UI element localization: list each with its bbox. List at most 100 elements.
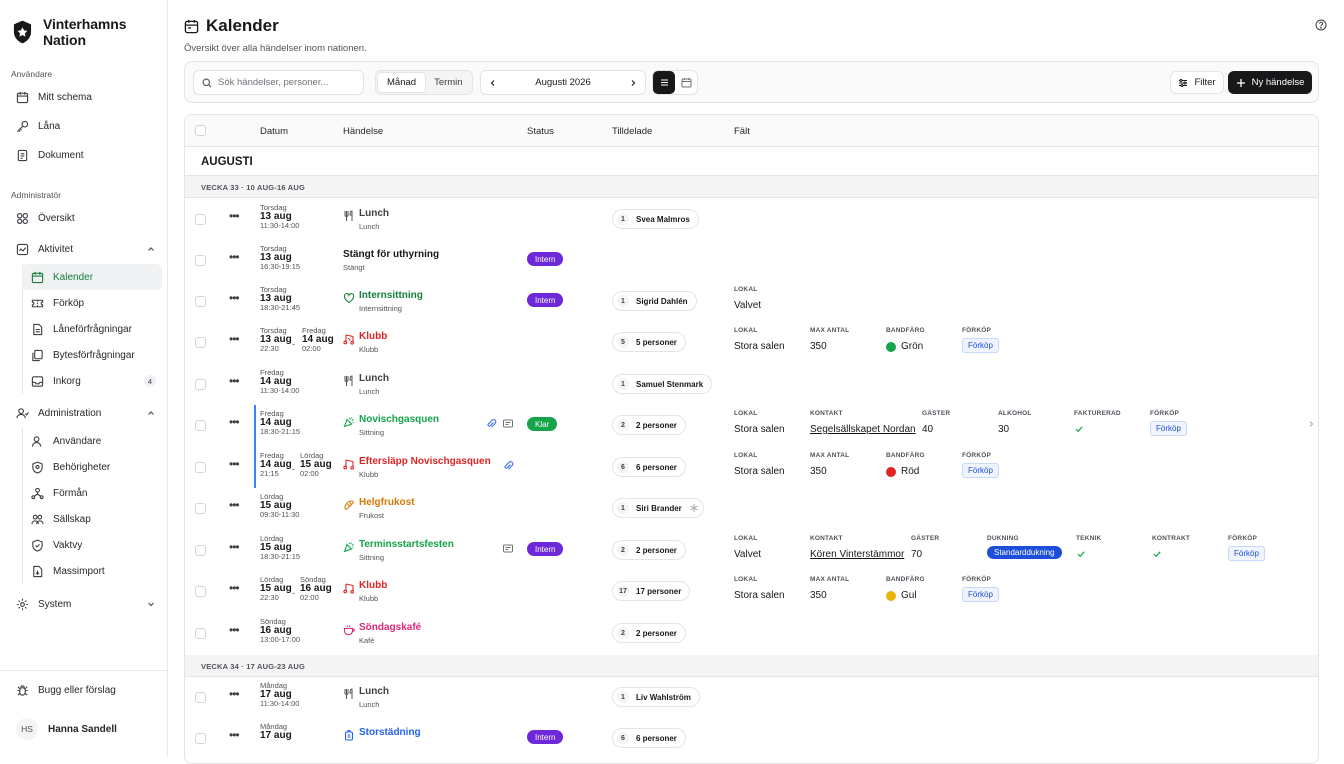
forkop-tag[interactable]: Förköp (962, 338, 999, 353)
event-cell[interactable]: Stängt för uthyrning Stängt (343, 249, 439, 272)
contact-link[interactable]: Segelsällskapet Nordan (810, 424, 916, 435)
row-checkbox[interactable] (195, 296, 206, 307)
row-menu-button[interactable]: ••• (229, 728, 240, 742)
filter-button[interactable]: Filter (1170, 71, 1224, 94)
chevron-left-icon[interactable] (489, 79, 497, 87)
col-datum[interactable]: Datum (260, 126, 288, 137)
forkop-tag[interactable]: Förköp (1150, 421, 1187, 436)
toggle-month[interactable]: Månad (378, 73, 426, 92)
row-checkbox[interactable] (195, 503, 206, 514)
row-checkbox[interactable] (195, 692, 206, 703)
search-box[interactable] (193, 70, 364, 95)
assignee-chip[interactable]: 17 17 personer (612, 581, 691, 601)
row-checkbox[interactable] (195, 545, 206, 556)
sidebar-item-laneforfragningar[interactable]: Låneförfrågningar (22, 316, 162, 342)
forkop-tag[interactable]: Förköp (962, 587, 999, 602)
table-row[interactable]: ••• Lördag 15 aug 18:30-21:15 Terminsstart… (185, 530, 1318, 571)
chevron-right-icon[interactable] (629, 79, 637, 87)
sidebar-item-behorigheter[interactable]: Behörigheter (22, 454, 162, 480)
table-row[interactable]: ••• Lördag 15 aug 22:30 - Söndag 16 aug 02:0… (185, 571, 1318, 612)
event-cell[interactable]: Internsittning Internsittning (343, 290, 423, 313)
table-row[interactable]: ••• Lördag 15 aug 09:30-11:30 Helgfrukost F… (185, 488, 1318, 529)
row-checkbox[interactable] (195, 733, 206, 744)
event-cell[interactable]: Lunch Lunch (343, 373, 389, 396)
assignee-chip[interactable]: 1 Samuel Stenmark (612, 374, 713, 394)
event-cell[interactable]: Klubb Klubb (343, 331, 387, 354)
event-cell[interactable]: Lunch Lunch (343, 208, 389, 231)
sidebar-item-lana[interactable]: Låna (10, 113, 162, 139)
row-menu-button[interactable]: ••• (229, 457, 240, 471)
contact-link[interactable]: Kören Vinterstämmor (810, 549, 905, 560)
help-icon[interactable] (1315, 19, 1327, 31)
col-status[interactable]: Status (527, 126, 554, 137)
row-menu-button[interactable]: ••• (229, 581, 240, 595)
table-row[interactable]: ••• Torsdag 13 aug 18:30-21:45 Internsittn… (185, 281, 1318, 322)
forkop-tag[interactable]: Förköp (962, 463, 999, 478)
assignee-chip[interactable]: 1 Liv Wahlström (612, 687, 700, 707)
chevron-up-icon[interactable] (146, 408, 156, 418)
sidebar-item-vaktvy[interactable]: Vaktvy (22, 532, 162, 558)
col-falt[interactable]: Fält (734, 126, 750, 137)
bug-report-button[interactable]: Bugg eller förslag (10, 677, 162, 703)
chevron-right-icon[interactable] (1307, 420, 1315, 428)
table-row[interactable]: ••• Torsdag 13 aug 11:30-14:00 Lunch Lunch … (185, 199, 1318, 240)
row-menu-button[interactable]: ••• (229, 623, 240, 637)
sidebar-item-forman[interactable]: Förmån (22, 480, 162, 506)
forkop-tag[interactable]: Förköp (1228, 546, 1265, 561)
table-row[interactable]: ••• Fredag 14 aug 11:30-14:00 Lunch Lunch 1… (185, 364, 1318, 405)
row-checkbox[interactable] (195, 586, 206, 597)
attachment-icon[interactable] (485, 418, 497, 430)
sidebar-item-forkop[interactable]: Förköp (22, 290, 162, 316)
sidebar-item-kalender[interactable]: Kalender (22, 264, 162, 290)
sidebar-item-dokument[interactable]: Dokument (10, 142, 162, 168)
event-cell[interactable]: Storstädning (343, 727, 421, 741)
sidebar-item-anvandare[interactable]: Användare (22, 428, 162, 454)
chevron-up-icon[interactable] (146, 244, 156, 254)
sidebar-item-sallskap[interactable]: Sällskap (22, 506, 162, 532)
table-row[interactable]: ••• Fredag 14 aug 18:30-21:15 Novischgasqu… (185, 405, 1318, 446)
row-checkbox[interactable] (195, 255, 206, 266)
row-menu-button[interactable]: ••• (229, 250, 240, 264)
toggle-term[interactable]: Termin (434, 77, 463, 88)
sidebar-item-inkorg[interactable]: Inkorg 4 (22, 368, 162, 394)
table-row[interactable]: ••• Torsdag 13 aug 22:30 - Fredag 14 aug 02:… (185, 322, 1318, 363)
new-event-button[interactable]: Ny händelse (1228, 71, 1312, 94)
comment-icon[interactable] (502, 543, 514, 555)
sidebar-item-massimport[interactable]: Massimport (22, 558, 162, 584)
table-row[interactable]: ••• Torsdag 13 aug 16:30-19:15 Stängt för … (185, 240, 1318, 281)
row-menu-button[interactable]: ••• (229, 332, 240, 346)
select-all-checkbox[interactable] (195, 125, 206, 136)
event-cell[interactable]: Eftersläpp Novischgasquen Klubb (343, 456, 491, 479)
event-cell[interactable]: Terminsstartsfesten Sittning (343, 539, 454, 562)
sidebar-group-system[interactable]: System (10, 591, 162, 617)
search-input[interactable] (218, 77, 358, 88)
row-menu-button[interactable]: ••• (229, 291, 240, 305)
row-checkbox[interactable] (195, 214, 206, 225)
sidebar-item-bytesforfragningar[interactable]: Bytesförfrågningar (22, 342, 162, 368)
comment-icon[interactable] (502, 418, 514, 430)
chevron-down-icon[interactable] (146, 599, 156, 609)
event-cell[interactable]: Helgfrukost Frukost (343, 497, 415, 520)
attachment-icon[interactable] (502, 460, 514, 472)
row-checkbox[interactable] (195, 337, 206, 348)
assignee-chip[interactable]: 1 Svea Malmros (612, 209, 699, 229)
row-menu-button[interactable]: ••• (229, 498, 240, 512)
event-cell[interactable]: Novischgasquen Sittning (343, 414, 439, 437)
sidebar-group-administration[interactable]: Administration (10, 400, 162, 426)
col-tilldelade[interactable]: Tilldelade (612, 126, 653, 137)
user-profile[interactable]: HS Hanna Sandell (16, 718, 117, 740)
assignee-chip[interactable]: 1 Siri Brander (612, 498, 704, 518)
list-view-button[interactable] (653, 71, 675, 94)
row-checkbox[interactable] (195, 462, 206, 473)
row-checkbox[interactable] (195, 628, 206, 639)
row-menu-button[interactable]: ••• (229, 687, 240, 701)
event-cell[interactable]: Klubb Klubb (343, 580, 387, 603)
table-row[interactable]: ••• Måndag 17 aug 11:30-14:00 Lunch Lunch 1… (185, 677, 1318, 718)
table-row[interactable]: ••• Fredag 14 aug 21:15 - Lördag 15 aug 02:0… (185, 447, 1318, 488)
